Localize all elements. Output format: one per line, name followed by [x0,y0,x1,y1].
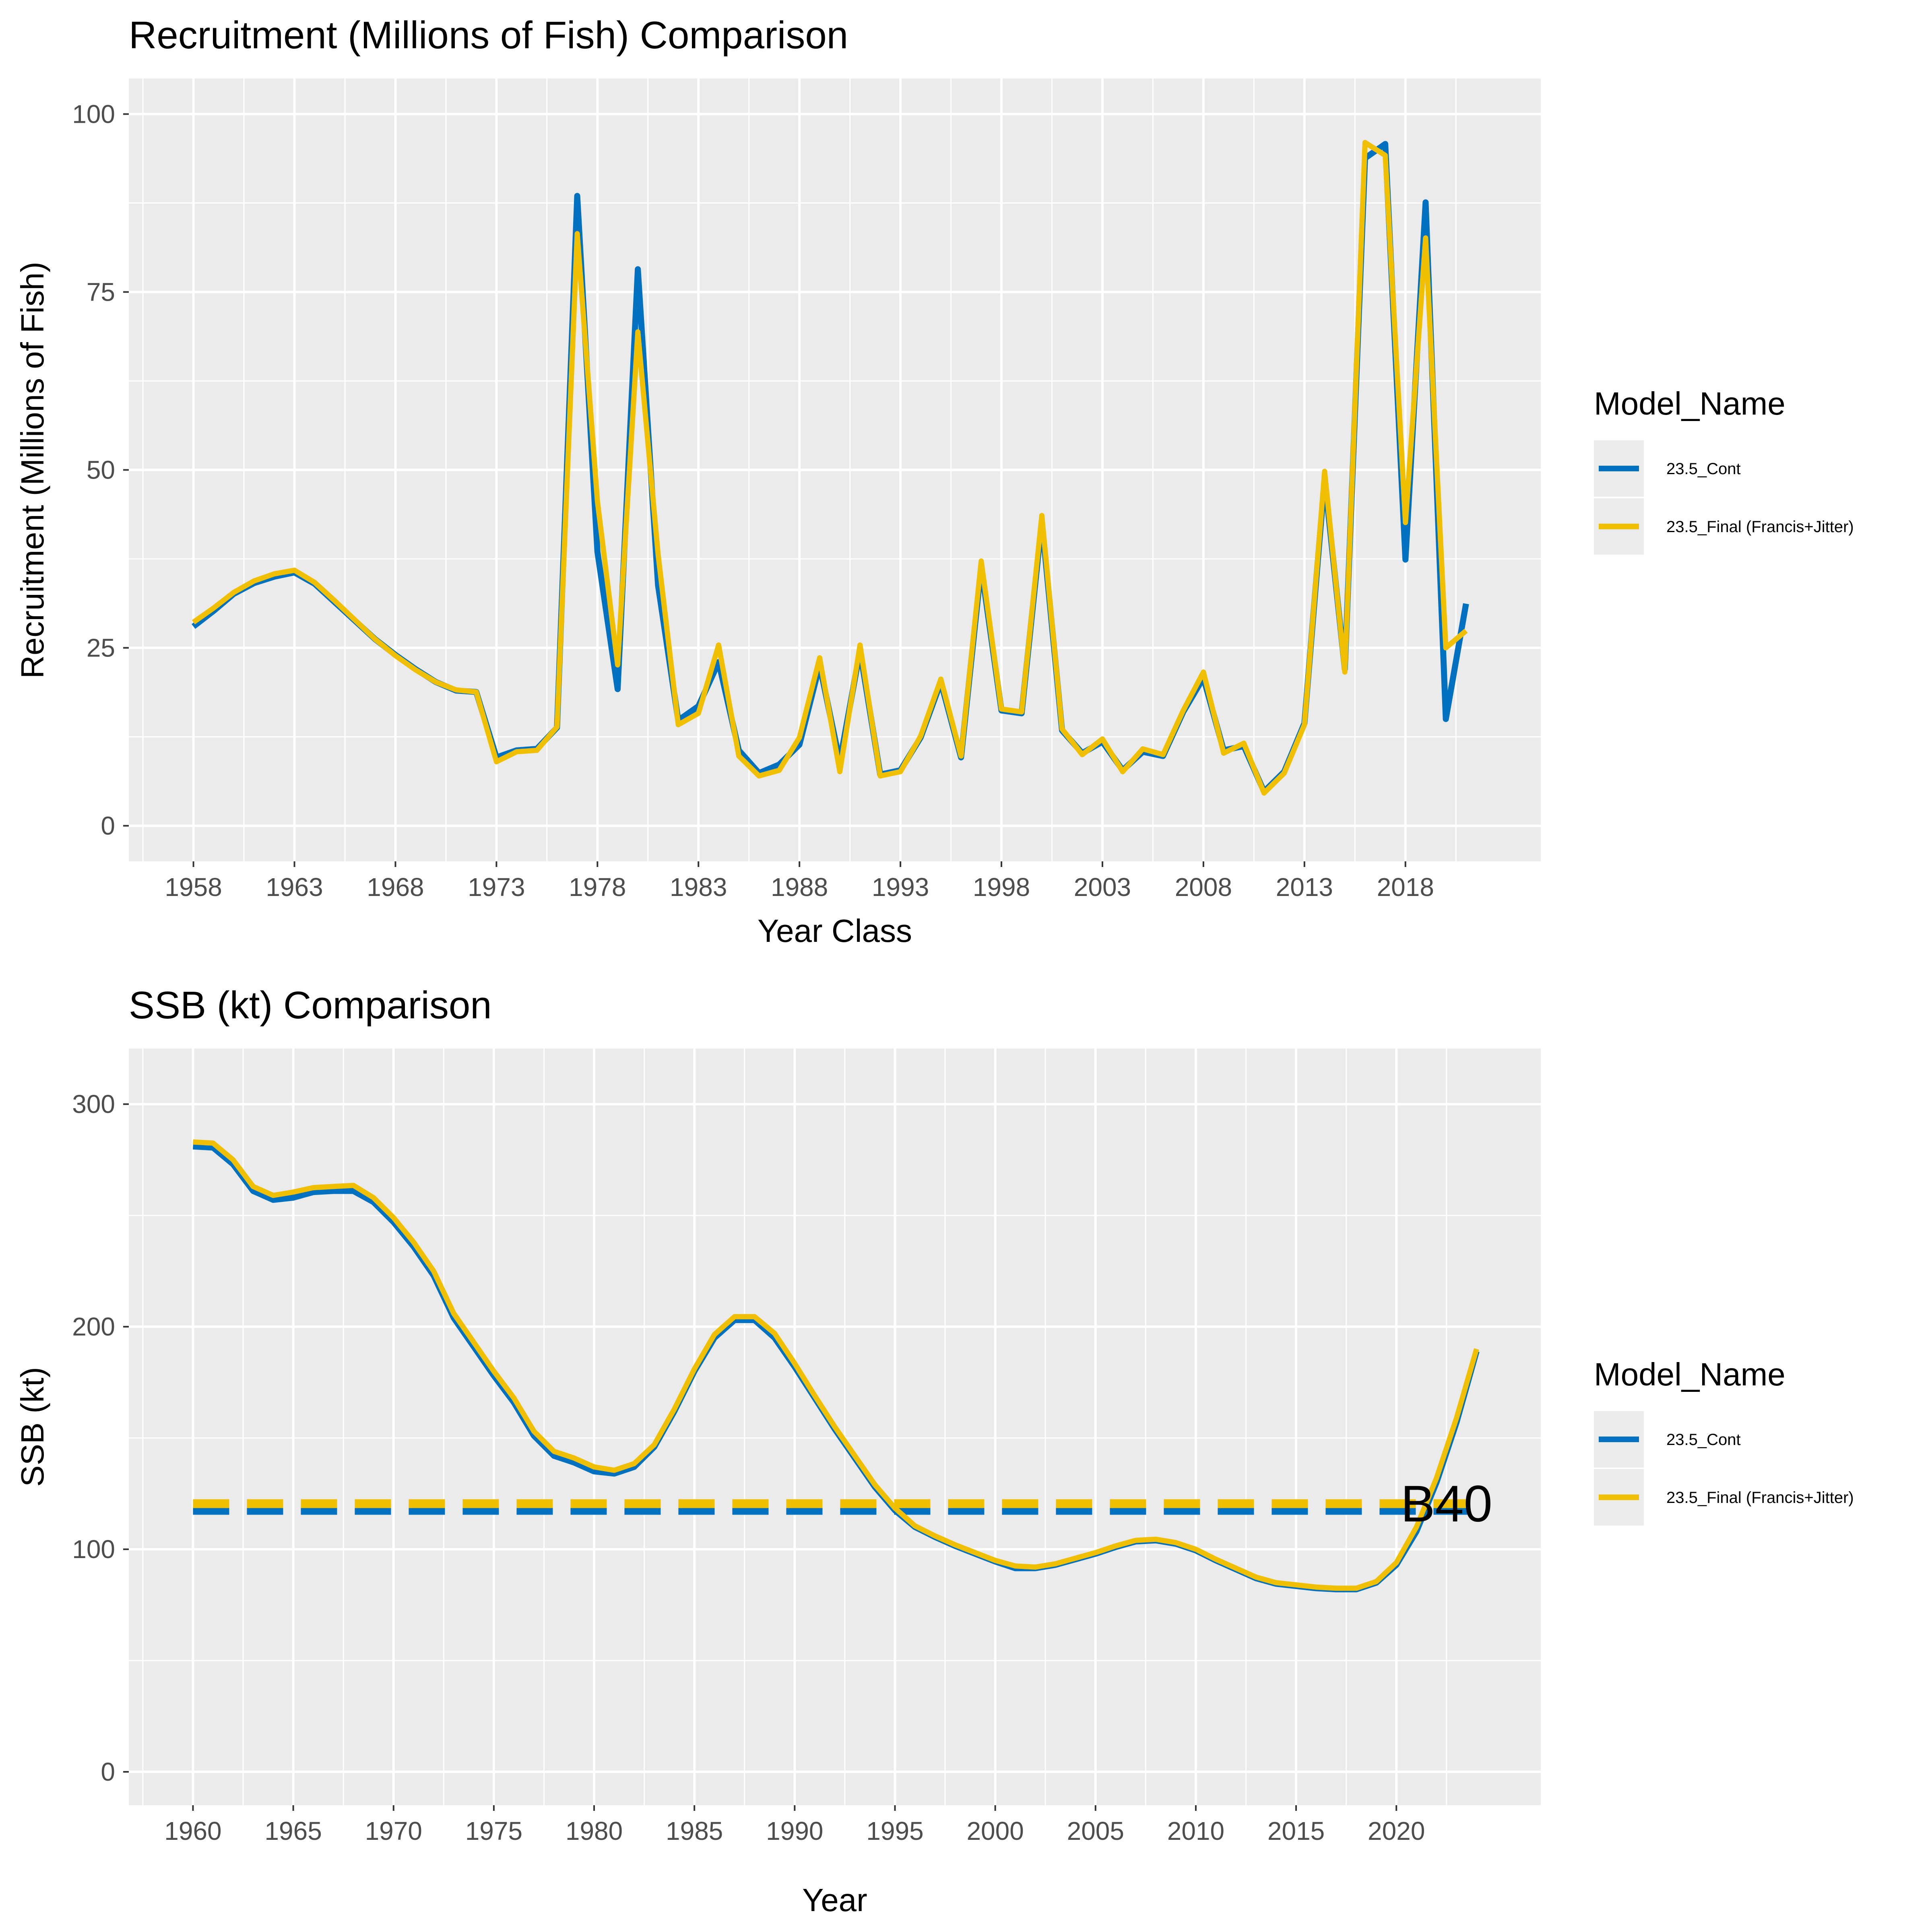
recruitment-y-ticks: 0 25 50 75 100 [72,99,129,840]
recruitment-legend-title: Model_Name [1594,386,1785,421]
recruitment-x-tick-label: 1998 [973,873,1030,902]
ssb-y-tick-label: 300 [72,1090,115,1119]
ssb-y-ticks: 0 100 200 300 [72,1090,129,1786]
recruitment-x-tick-label: 1983 [670,873,727,902]
ssb-x-tick-label: 1985 [666,1816,723,1845]
ssb-x-tick-label: 2000 [966,1816,1024,1845]
ssb-x-tick-label: 1970 [365,1816,422,1845]
recruitment-x-tick-label: 2013 [1276,873,1333,902]
recruitment-series [192,140,1469,796]
ssb-title: SSB (kt) Comparison [129,984,492,1027]
ssb-x-tick-label: 2020 [1368,1816,1425,1845]
recruitment-x-tick-label: 2003 [1074,873,1131,902]
ssb-series-line-final [193,1139,1479,1591]
recruitment-x-label: Year Class [758,913,912,949]
recruitment-x-tick-label: 1973 [468,873,525,902]
ssb-x-tick-label: 2015 [1267,1816,1325,1845]
ssb-y-tick-label: 100 [72,1535,115,1564]
ssb-x-tick-label: 1960 [164,1816,221,1845]
ssb-y-tick-label: 200 [72,1312,115,1341]
recruitment-y-tick-label: 100 [72,99,115,128]
recruitment-x-tick-label: 1968 [367,873,424,902]
ssb-y-label: SSB (kt) [14,1367,50,1487]
ssb-x-tick-label: 1980 [566,1816,623,1845]
ssb-x-ticks: 1960 1965 1970 1975 1980 1985 1990 1995 2000 2005… [164,1805,1425,1845]
ssb-series [193,1139,1480,1593]
ssb-x-tick-label: 2005 [1067,1816,1124,1845]
ssb-x-tick-label: 2010 [1167,1816,1224,1845]
recruitment-x-ticks: 1958 1963 1968 1973 1978 1983 1988 1993 1998 2003… [165,861,1434,902]
recruitment-x-tick-label: 2018 [1377,873,1434,902]
recruitment-legend-label-cont: 23.5_Cont [1666,460,1741,478]
recruitment-y-label: Recruitment (Millions of Fish) [14,262,50,679]
recruitment-x-tick-label: 1988 [771,873,828,902]
recruitment-legend: Model_Name 23.5_Cont 23.5_Final (Francis… [1594,386,1854,555]
ssb-y-tick-label: 0 [101,1757,115,1786]
ssb-x-tick-label: 1995 [866,1816,923,1845]
ssb-x-tick-label: 1965 [264,1816,322,1845]
recruitment-y-tick-label: 50 [87,456,115,485]
b40-annotation: B40 [1401,1475,1492,1533]
recruitment-y-tick-label: 0 [101,811,115,840]
ssb-legend-label-final: 23.5_Final (Francis+Jitter) [1666,1489,1854,1507]
ssb-legend: Model_Name 23.5_Cont 23.5_Final (Francis… [1594,1356,1854,1525]
recruitment-series-line-final [192,140,1468,796]
ssb-x-label: Year [802,1882,867,1918]
recruitment-x-tick-label: 1993 [872,873,929,902]
recruitment-title: Recruitment (Millions of Fish) Compariso… [129,14,848,57]
recruitment-y-tick-label: 75 [87,277,115,306]
recruitment-x-tick-label: 1958 [165,873,222,902]
ssb-legend-title: Model_Name [1594,1356,1785,1392]
ssb-gridlines [129,1049,1541,1805]
recruitment-x-tick-label: 2008 [1175,873,1232,902]
recruitment-y-tick-label: 25 [87,634,115,663]
recruitment-x-tick-label: 1978 [569,873,626,902]
ssb-x-tick-label: 1990 [766,1816,823,1845]
ssb-legend-label-cont: 23.5_Cont [1666,1431,1741,1449]
ssb-x-tick-label: 1975 [465,1816,522,1845]
recruitment-legend-label-final: 23.5_Final (Francis+Jitter) [1666,518,1854,536]
recruitment-x-tick-label: 1963 [266,873,323,902]
